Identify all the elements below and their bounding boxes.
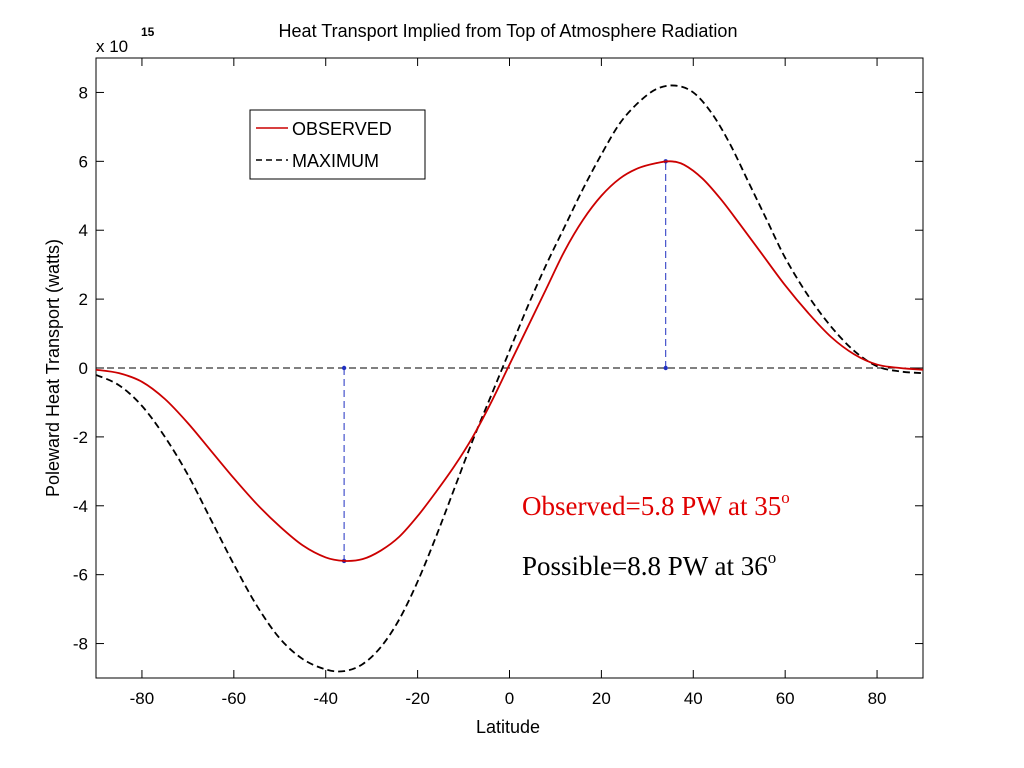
x-tick-label: -80 <box>130 689 155 708</box>
x-tick-label: 0 <box>505 689 514 708</box>
y-tick-labels: -8 -6 -4 -2 0 2 4 6 8 <box>73 83 88 653</box>
x-axis-label: Latitude <box>476 717 540 737</box>
x-tick-label: 60 <box>776 689 795 708</box>
y-axis-label: Poleward Heat Transport (watts) <box>43 239 63 497</box>
chart-title: Heat Transport Implied from Top of Atmos… <box>279 21 738 41</box>
annotation-possible-degree: o <box>768 548 777 567</box>
y-tick-label: -8 <box>73 635 88 654</box>
series-line-maximum <box>95 84 924 673</box>
legend-maximum-label: MAXIMUM <box>292 151 379 171</box>
annotation-observed-text: Observed=5.8 PW at 35 <box>522 491 781 521</box>
series-line-observed <box>95 160 924 562</box>
annotation-possible-text: Possible=8.8 PW at 36 <box>522 551 768 581</box>
peak-marker-point <box>663 365 668 371</box>
annotation-possible: Possible=8.8 PW at 36o <box>522 548 776 581</box>
x-tick-label: 20 <box>592 689 611 708</box>
peak-marker-point <box>341 365 347 371</box>
annotation-observed: Observed=5.8 PW at 35o <box>522 488 790 521</box>
y-multiplier: x 10 <box>96 37 128 56</box>
y-tick-label: -6 <box>73 566 88 585</box>
y-tick-label: 8 <box>79 83 88 102</box>
x-tick-label: 40 <box>684 689 703 708</box>
x-tick-label: -60 <box>222 689 247 708</box>
y-tick-label: 6 <box>79 152 88 171</box>
y-multiplier-base: x 10 <box>96 37 128 56</box>
legend-box <box>249 109 426 180</box>
y-multiplier-exponent: 15 <box>141 25 155 39</box>
annotation-observed-degree: o <box>781 488 790 507</box>
y-tick-label: -4 <box>73 497 88 516</box>
x-tick-label: 80 <box>868 689 887 708</box>
axis-ticks <box>96 58 923 678</box>
y-tick-label: 4 <box>79 221 88 240</box>
x-tick-label: -40 <box>313 689 338 708</box>
data-series <box>95 84 924 673</box>
x-tick-labels: -80 -60 -40 -20 0 20 40 60 80 <box>130 689 887 708</box>
legend: OBSERVED MAXIMUM <box>249 109 426 180</box>
y-tick-label: -2 <box>73 428 88 447</box>
peak-markers <box>341 159 668 564</box>
y-tick-label: 0 <box>79 359 88 378</box>
legend-observed-label: OBSERVED <box>292 119 392 139</box>
x-tick-label: -20 <box>405 689 430 708</box>
y-tick-label: 2 <box>79 290 88 309</box>
